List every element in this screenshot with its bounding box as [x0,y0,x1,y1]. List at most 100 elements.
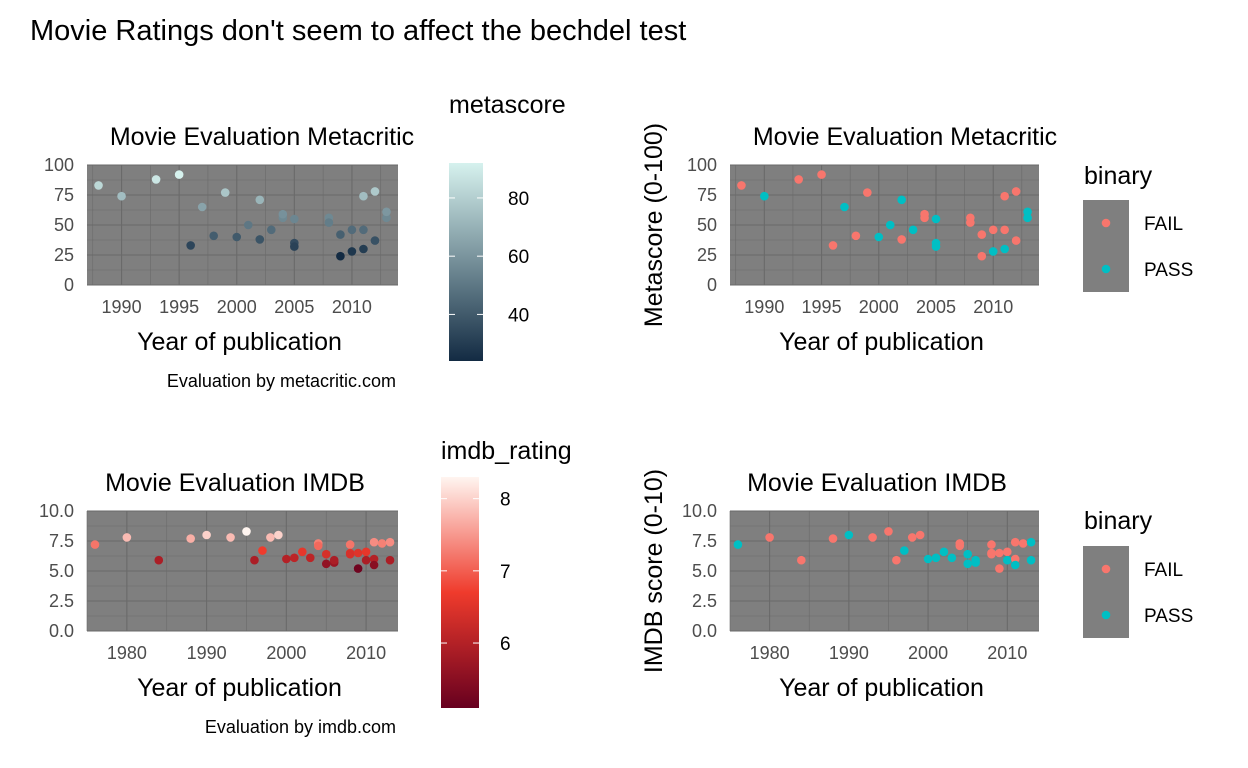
data-point [382,207,391,217]
data-point [840,202,849,212]
data-point [931,553,941,563]
data-point [1010,554,1020,564]
y-tick-label: 0 [64,275,74,295]
data-point [817,170,826,179]
legend-title: binary [1084,162,1153,190]
data-point [874,232,884,242]
chart-caption: Evaluation by metacritic.com [167,371,396,391]
data-point [931,242,941,251]
data-point [1000,244,1009,254]
data-point [955,541,965,551]
data-point [988,247,998,256]
data-point [765,533,774,542]
data-point [1003,555,1012,565]
data-point [336,230,345,239]
legend-title: metascore [449,91,566,119]
data-point [1026,555,1036,565]
data-point [369,560,379,570]
x-tick-label: 2010 [987,643,1027,663]
y-tick-label: 25 [54,245,74,265]
data-point [255,195,265,205]
chart-caption: Evaluation by imdb.com [205,717,396,737]
data-point [828,534,838,543]
legend-item-label: FAIL [1144,560,1183,581]
data-point [186,534,195,543]
data-point [359,191,368,201]
legend: imdb_rating 6 7 8 [441,437,572,708]
legend-tick-label: 80 [508,189,529,210]
legend-tick-label: 60 [508,247,529,268]
data-point [920,209,929,219]
data-point [266,225,276,235]
data-point [359,225,368,235]
data-point [90,540,100,549]
y-axis-label: IMDB score (0-10) [640,469,668,673]
data-point [197,202,207,212]
data-point [760,191,769,201]
data-point [863,188,872,197]
data-point [290,242,299,251]
data-point [1000,225,1009,235]
y-tick-label: 50 [54,215,74,235]
y-tick-label: 2.5 [692,591,717,611]
panel-title: Movie Evaluation IMDB [747,469,1007,497]
data-point [122,533,132,542]
data-point [995,548,1004,558]
y-tick-label: 0 [707,275,717,295]
data-point [939,547,949,557]
data-point [345,549,355,559]
data-point [154,555,164,565]
data-point [151,175,161,184]
data-point [345,540,355,549]
legend-key-background [1083,200,1129,292]
data-point [797,555,806,565]
x-tick-label: 1990 [829,643,869,663]
x-tick-label: 2000 [908,643,948,663]
legend-key-pass [1101,610,1111,620]
chart-meta-color: Movie Evaluation Metacritic 0 25 50 75 100 199… [44,91,566,391]
data-point [1010,560,1020,570]
legend-key-background [1083,546,1129,638]
legend-item-label: FAIL [1144,214,1183,235]
chart-layer: Movie Evaluation Metacritic 0 25 50 75 100 199… [39,91,1193,737]
x-tick-label: 1995 [159,297,199,317]
panel-title: Movie Evaluation Metacritic [110,123,414,151]
x-tick-label: 2010 [346,643,386,663]
y-tick-label: 2.5 [49,591,74,611]
data-point [347,225,357,235]
x-tick-label: 2010 [332,297,372,317]
data-point [353,564,363,573]
chart-imdb-binary: Movie Evaluation IMDB 0.0 2.5 5.0 7.5 10.0 198… [640,469,1193,702]
data-point [266,533,275,542]
data-point [931,214,941,224]
legend-title: imdb_rating [441,437,572,465]
x-tick-label: 1990 [744,297,784,317]
gridlines [730,164,1039,286]
y-tick-label: 7.5 [49,531,74,551]
y-tick-label: 75 [54,185,74,205]
legend: metascore 40 60 80 [449,91,566,361]
legend-key-fail [1101,564,1111,574]
data-points [94,170,391,261]
x-tick-label: 2000 [217,297,257,317]
y-tick-label: 100 [687,155,717,175]
data-point [243,220,253,230]
data-point [897,195,906,205]
y-tick-label: 5.0 [49,561,74,581]
data-point [353,548,363,558]
y-tick-label: 5.0 [692,561,717,581]
data-point [987,540,996,549]
y-tick-label: 100 [44,155,74,175]
x-tick-label: 1980 [107,643,147,663]
legend-tick-label: 6 [500,634,511,655]
data-point [868,533,877,542]
data-point [1023,207,1032,217]
data-point [907,533,917,542]
x-tick-label: 1980 [750,643,790,663]
legend: binary FAIL PASS [1083,507,1193,638]
data-point [174,170,184,179]
data-points [90,527,395,573]
chart-meta-binary: Movie Evaluation Metacritic 0 25 50 75 100 199… [640,123,1193,356]
x-axis-label: Year of publication [779,328,984,356]
legend-tick-label: 7 [500,562,511,583]
